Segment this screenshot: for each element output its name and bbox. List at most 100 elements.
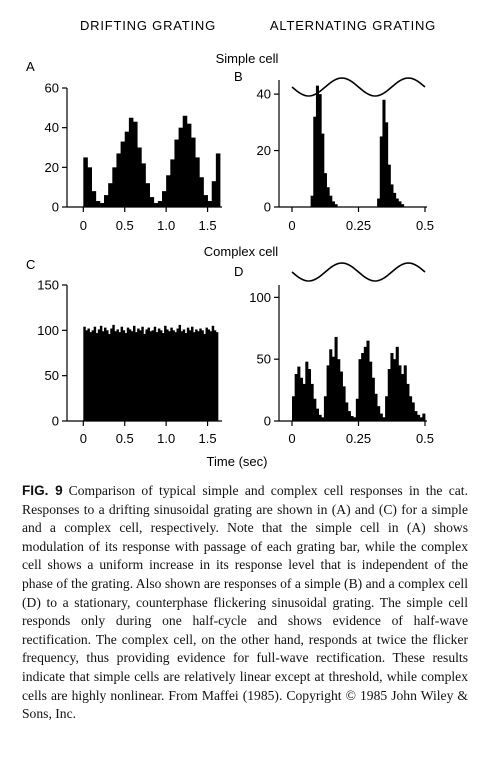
panel-b-bar <box>398 201 402 207</box>
panel-c-bar <box>99 325 103 421</box>
panel-a-x-tick-label: 1.0 <box>157 218 175 233</box>
panel-d-bar <box>294 374 298 421</box>
panel-d-bar <box>395 346 399 421</box>
panel-a-bar <box>191 137 196 207</box>
panel-a-bar <box>128 117 134 207</box>
header-drifting-grating: DRIFTING GRATING <box>80 18 216 33</box>
panel-a-x-tick-label: 0 <box>80 218 87 233</box>
panel-a-bar <box>104 195 109 207</box>
panel-a-bar <box>170 159 175 207</box>
panel-b-bar <box>382 99 386 207</box>
panel-a-bar <box>124 131 130 207</box>
panel-a-bar <box>186 123 192 207</box>
panel-b-bar <box>323 173 327 207</box>
panel-c-x-tick-label: 1.0 <box>157 431 175 446</box>
panel-c-bar <box>159 330 163 421</box>
panel-letter-b: B <box>234 69 243 84</box>
panel-a-bar <box>137 147 142 207</box>
panel-c-bar <box>101 331 105 421</box>
panel-c-bar <box>118 332 121 421</box>
panel-a-x-tick-label: 1.5 <box>199 218 217 233</box>
panel-a-bar <box>195 157 200 207</box>
panel-c-bar <box>143 333 146 421</box>
panel-c-bar <box>91 330 95 421</box>
panel-c-bar <box>141 326 144 421</box>
panel-c-bar <box>112 324 115 421</box>
panel-a-bar <box>91 191 97 207</box>
panel-a-bar <box>99 203 105 207</box>
panel-c-bar <box>135 332 138 421</box>
panel-c-bar <box>147 327 150 421</box>
panel-a-bar <box>116 153 121 207</box>
panel-c-bar <box>155 332 159 421</box>
panel-b-bar <box>329 195 333 207</box>
panel-c-bar <box>201 330 204 421</box>
panel-a-bar <box>166 175 171 207</box>
panel-d-bar <box>398 365 402 421</box>
panel-d-bar <box>339 371 343 421</box>
panel-d-bar <box>305 361 309 421</box>
panel-c-histogram: 0 50 100 150 0 0.5 1.0 1.5 <box>37 278 222 446</box>
panel-c-bar <box>139 330 142 421</box>
panel-c-bar <box>213 330 217 421</box>
panel-d-bar <box>369 361 373 421</box>
panel-a-bar <box>153 203 159 207</box>
panel-d-bar <box>347 411 351 421</box>
panel-c-bar <box>157 328 161 421</box>
panel-c-bar <box>186 327 190 421</box>
panel-c-bar <box>170 327 173 421</box>
panel-d-bar <box>417 414 421 421</box>
panel-a-y-tick-label: 0 <box>52 200 59 215</box>
panel-c-bar <box>83 326 86 421</box>
panel-d-bar <box>299 377 304 421</box>
panel-d-bar <box>326 365 330 421</box>
panel-c-bar <box>93 326 97 421</box>
panel-d-bar <box>401 374 405 421</box>
time-axis-label: Time (sec) <box>207 454 268 469</box>
panel-d-bar <box>353 417 357 421</box>
panel-a-bar <box>87 167 92 207</box>
panel-c-bar <box>128 329 132 421</box>
panel-d-bar <box>414 411 418 421</box>
panel-c-bar <box>180 331 184 421</box>
panel-a-x-tick-label: 0.5 <box>116 218 134 233</box>
panel-d-bar <box>361 353 365 421</box>
panel-c-bar <box>122 330 126 421</box>
panel-c-y-tick-label: 150 <box>37 278 59 293</box>
panel-d-y-tick-label: 50 <box>257 352 271 367</box>
panel-c-bar <box>85 330 88 421</box>
panel-b-bar <box>326 187 330 207</box>
panel-d-bar <box>406 383 410 421</box>
panel-c-bar <box>162 333 165 421</box>
panel-d-bar <box>329 349 333 421</box>
panel-b-bar <box>393 192 397 207</box>
panel-d-bar <box>403 365 407 421</box>
panel-c-bar <box>207 329 211 421</box>
panel-d-bar <box>385 396 389 421</box>
header-alternating-grating: ALTERNATING GRATING <box>270 18 436 33</box>
panel-d-bar <box>313 398 317 421</box>
panel-d-bar <box>297 366 301 421</box>
panel-d-bar <box>337 359 341 421</box>
panel-d-stimulus-trace <box>291 262 426 282</box>
figure-caption: FIG. 9 Comparison of typical simple and c… <box>22 482 468 724</box>
panel-a-bar <box>207 201 213 207</box>
panel-d-bar <box>307 369 312 421</box>
panel-d-x-tick-label: 0.5 <box>416 431 434 446</box>
panel-d-bar <box>409 396 413 421</box>
panel-a-bar <box>108 183 113 207</box>
panel-d-bar <box>411 402 415 421</box>
panel-d-bar <box>318 414 322 421</box>
panel-d-histogram: 0 50 100 0 0.25 0.5 Time (sec) <box>207 262 434 469</box>
panel-c-bar <box>172 330 175 421</box>
panel-a-bar <box>203 195 208 207</box>
panel-c-y-tick-label: 0 <box>52 414 59 429</box>
panel-d-bar <box>345 402 349 421</box>
panel-c-bar <box>97 329 101 421</box>
panel-b-bar <box>401 204 405 207</box>
panel-c-bar <box>203 333 206 421</box>
panel-b-x-tick-label: 0 <box>288 218 295 233</box>
panel-d-bar <box>292 396 296 421</box>
panel-c-bar <box>89 332 92 421</box>
panel-c-bar <box>195 329 198 421</box>
